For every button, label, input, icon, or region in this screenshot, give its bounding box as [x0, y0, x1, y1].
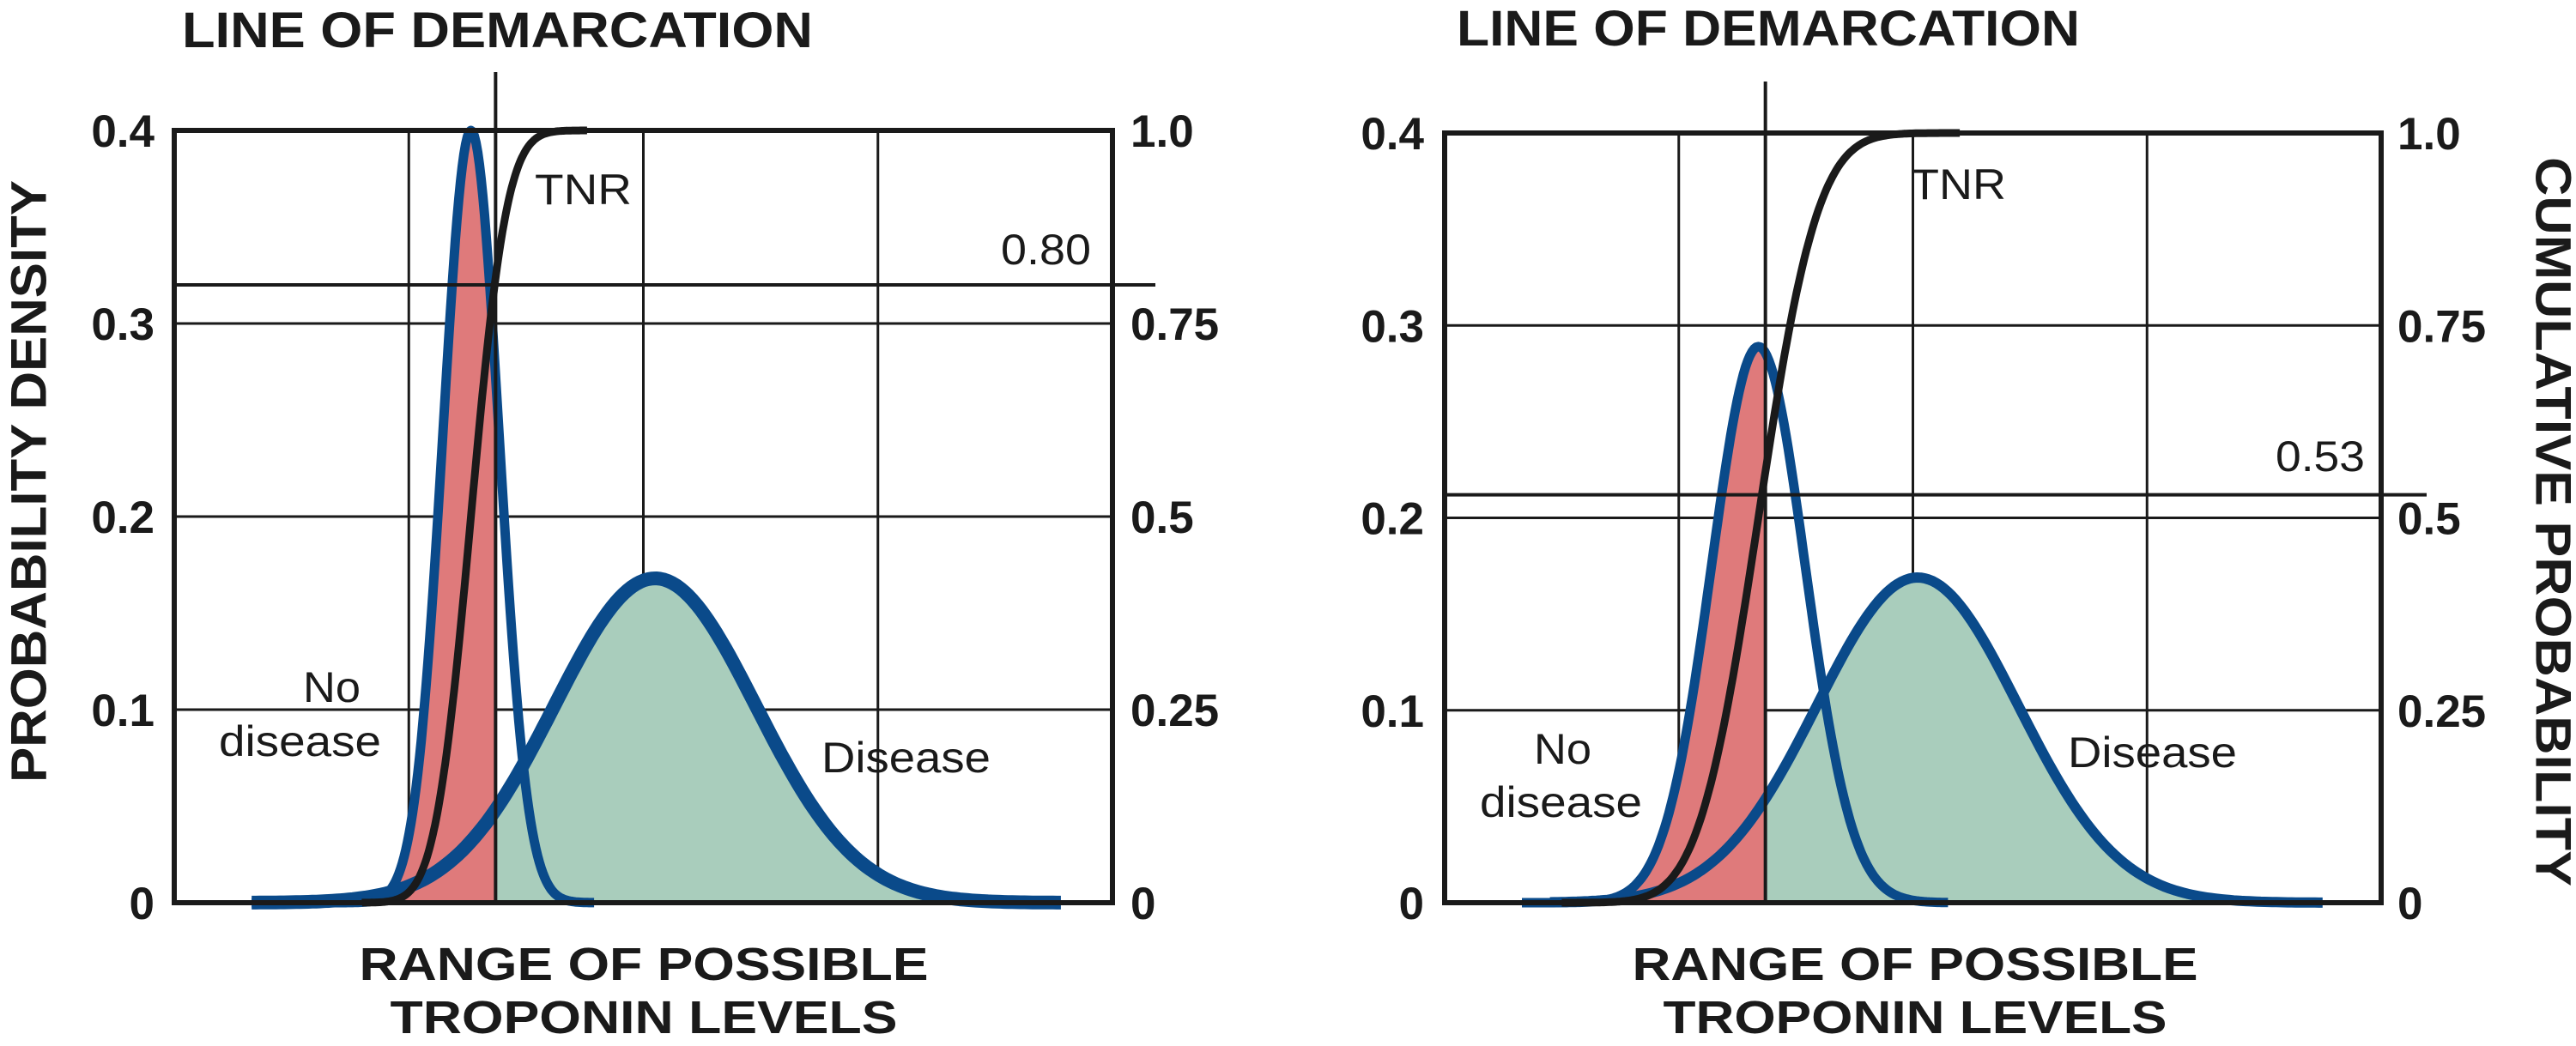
y2-axis-label: CUMULATIVE PROBABILITY: [2525, 157, 2576, 886]
no-disease-label-line1: No: [1534, 725, 1591, 773]
x-axis-label-line1: RANGE OF POSSIBLE: [360, 939, 929, 990]
y-tick-label: 0.2: [91, 493, 155, 543]
chart-title: LINE OF DEMARCATION: [1457, 1, 2080, 57]
y-tick-label: 0.4: [91, 106, 155, 157]
y-tick-label: 0: [130, 879, 155, 929]
y2-tick-label: 1.0: [2397, 109, 2461, 160]
y2-tick-label: 0.25: [1130, 686, 1219, 736]
tnr-label: TNR: [535, 166, 632, 214]
y-tick-label: 0.3: [91, 299, 155, 350]
no-disease-label-line1: No: [303, 663, 361, 711]
y2-tick-label: 0: [1130, 879, 1155, 929]
y2-tick-label: 0: [2397, 879, 2422, 929]
y2-tick-label: 1.0: [1130, 106, 1194, 157]
no-disease-area-fill: [1522, 346, 1766, 903]
disease-area-fill: [1765, 577, 2323, 903]
no-disease-area-fill: [252, 130, 496, 903]
y2-tick-label: 0.75: [1130, 299, 1219, 350]
no-disease-label-line2: disease: [219, 717, 381, 765]
chart-panel-2: 0.4 0.3 0.2 0.1 0 1.0 0.75 0.5 0.25 0 LINE OF DEMA…: [1361, 1, 2576, 1043]
tnr-label: TNR: [1911, 160, 2006, 209]
x-axis-label-line2: TROPONIN LEVELS: [391, 992, 898, 1043]
plot-frame: [172, 128, 1115, 905]
y-tick-label: 0.3: [1361, 301, 1424, 352]
x-axis-label-line1: RANGE OF POSSIBLE: [1633, 939, 2198, 990]
y2-tick-label: 0.75: [2397, 301, 2486, 352]
y2-tick-label: 0.5: [2397, 494, 2461, 545]
disease-label: Disease: [2068, 729, 2237, 777]
y-tick-label: 0.2: [1361, 494, 1424, 545]
y-tick-label: 0: [1399, 879, 1424, 929]
y-axis-label: PROBABILITY DENSITY: [2, 180, 58, 783]
disease-density-curve: [1549, 572, 2324, 908]
no-disease-label-line2: disease: [1480, 778, 1642, 826]
y2-tick-label: 0.5: [1130, 493, 1194, 543]
tnr-value-label: 0.80: [1001, 226, 1091, 274]
y-tick-label: 0.1: [91, 686, 155, 736]
chart-panel-1: 0.4 0.3 0.2 0.1 0 1.0 0.75 0.5 0.25 0 LINE OF DEMA…: [2, 3, 1220, 1043]
y-tick-label: 0.4: [1361, 109, 1424, 160]
x-axis-label-line2: TROPONIN LEVELS: [1664, 992, 2167, 1043]
tnr-value-label: 0.53: [2276, 432, 2365, 481]
disease-area-fill: [495, 578, 1061, 903]
y-tick-label: 0.1: [1361, 686, 1424, 737]
chart-title: LINE OF DEMARCATION: [182, 3, 813, 58]
y2-tick-label: 0.25: [2397, 686, 2486, 737]
disease-label: Disease: [821, 734, 991, 782]
plot-frame: [1442, 130, 2384, 905]
